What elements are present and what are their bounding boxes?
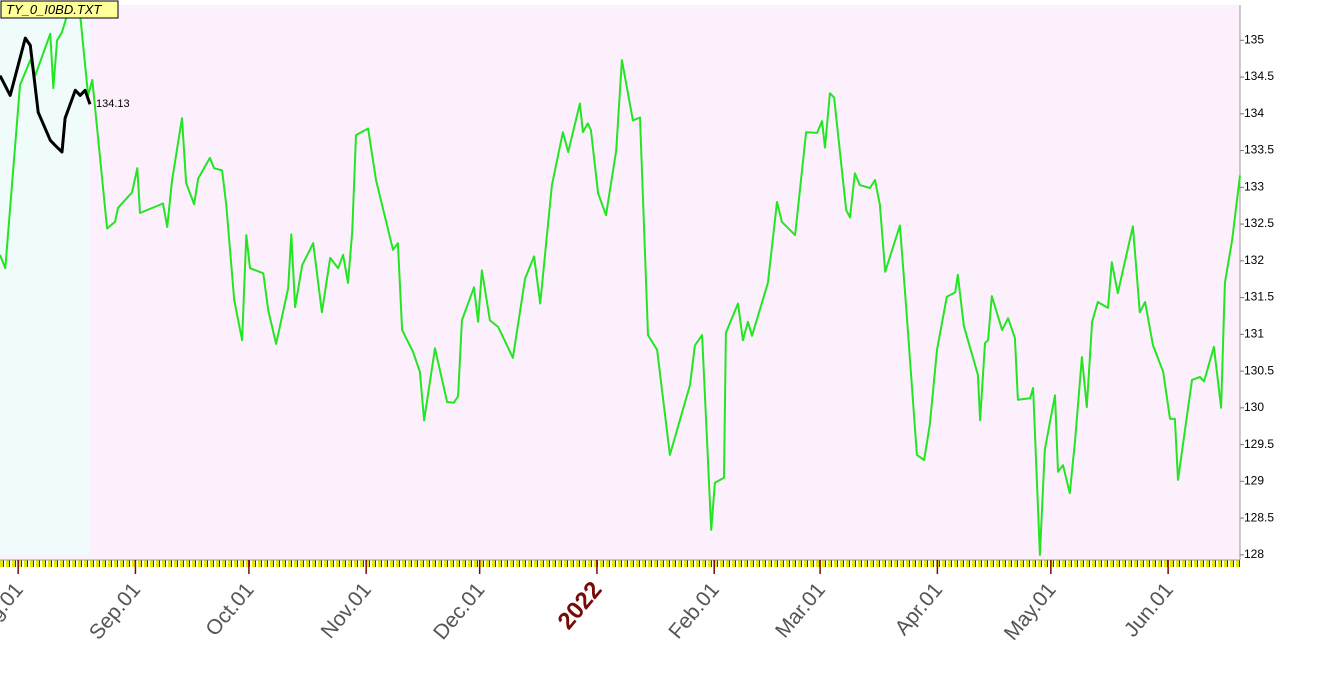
x-tick-label: Oct.01 [201,578,258,640]
y-tick-label: 128.5 [1244,510,1274,524]
y-tick-label: 128 [1244,547,1264,561]
x-tick-label: May.01 [1000,578,1061,644]
x-tick-label: Dec.01 [429,578,489,644]
x-tick-label: Apr.01 [891,578,948,639]
x-tick-label: Feb.01 [664,578,724,643]
history-region [0,5,91,555]
x-tick-label: Mar.01 [771,578,830,642]
chart-title: TY_0_I0BD.TXT [6,2,102,17]
title-box [0,0,119,19]
y-tick-label: 129 [1244,474,1264,488]
y-tick-label: 134.5 [1244,69,1274,83]
x-tick-label: Sep.01 [85,578,145,644]
series-line [0,4,1241,556]
x-tick-label: Aug.01 [0,578,28,644]
x-tick-label: Nov.01 [317,578,376,643]
y-tick-label: 131.5 [1244,290,1274,304]
y-tick-label: 130.5 [1244,363,1274,377]
y-tick-label: 132 [1244,253,1264,267]
y-tick-label: 134 [1244,106,1264,120]
x-tick-label: Jun.01 [1120,578,1178,641]
value-label: 134.13 [96,98,130,110]
y-tick-label: 132.5 [1244,216,1274,230]
y-tick-label: 133.5 [1244,143,1274,157]
x-tick-label: 2022 [553,577,608,635]
series-line [0,36,92,154]
y-tick-label: 130 [1244,400,1264,414]
y-tick-label: 131 [1244,326,1264,340]
y-tick-label: 129.5 [1244,437,1274,451]
plot-layer: 134.13 [0,4,1241,556]
y-tick-label: 133 [1244,179,1264,193]
y-tick-label: 135 [1244,32,1264,46]
minor-ticks-strip [0,560,1240,567]
